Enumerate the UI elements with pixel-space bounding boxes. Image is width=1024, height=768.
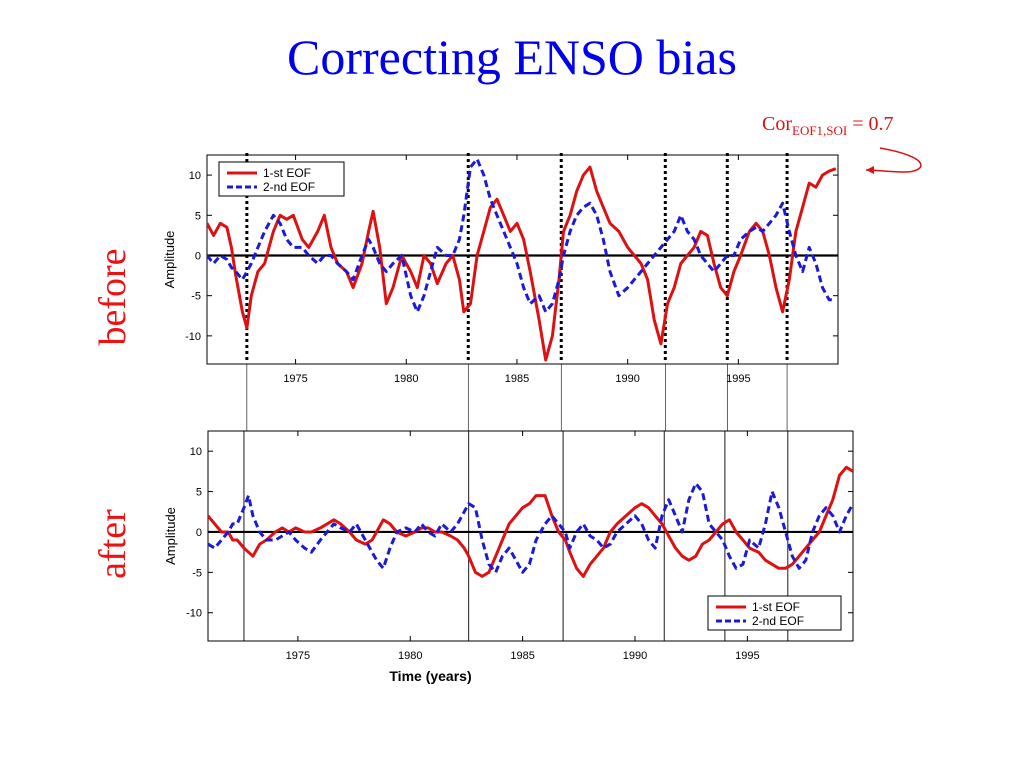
legend-label-1-after: 1-st EOF	[752, 600, 800, 614]
x-tick-label-before: 1980	[394, 373, 418, 385]
y-tick-label-before: 0	[195, 250, 201, 262]
correlation-arrow-head	[866, 166, 874, 174]
y-tick-label-after: -5	[192, 567, 202, 579]
chart-panel-before: 10 5 0 -5 -10 1975 1980 1985 1990 1995 Amplitude 1-…	[162, 153, 839, 640]
cor-main: Cor	[762, 113, 792, 135]
legend-label-2-after: 2-nd EOF	[752, 614, 804, 628]
x-tick-label-before: 1990	[615, 373, 639, 385]
series-line-2-before	[207, 157, 836, 314]
cor-value: = 0.7	[847, 113, 894, 135]
chart-panel-after: 10 5 0 -5 -10 1975 1980 1985 1990 1995 Amplitude Ti…	[163, 430, 854, 684]
y-axis-label-before: Amplitude	[162, 231, 177, 289]
y-tick-label-before: 10	[189, 170, 201, 182]
correlation-arrow	[865, 147, 922, 173]
x-tick-label-after: 1975	[286, 650, 310, 662]
x-tick-label-before: 1975	[283, 373, 307, 385]
x-tick-label-after: 1985	[510, 650, 534, 662]
y-axis-label-after: Amplitude	[163, 507, 178, 565]
y-tick-label-before: -5	[191, 291, 201, 303]
y-tick-label-after: 10	[190, 446, 202, 458]
series-line-1-before	[207, 165, 837, 362]
x-tick-label-after: 1995	[735, 650, 759, 662]
y-tick-label-after: 0	[196, 527, 202, 539]
legend-label-2-before: 2-nd EOF	[263, 180, 315, 194]
x-tick-label-after: 1980	[398, 650, 422, 662]
x-tick-label-before: 1985	[505, 373, 529, 385]
x-tick-label-after: 1990	[623, 650, 647, 662]
y-tick-label-before: -10	[185, 331, 201, 343]
legend-box-after	[707, 595, 842, 631]
slide-title: Correcting ENSO bias	[287, 29, 737, 85]
series-line-1-after	[208, 465, 853, 578]
y-tick-label-after: 5	[196, 487, 202, 499]
x-tick-label-before: 1995	[726, 373, 750, 385]
legend-label-1-before: 1-st EOF	[263, 166, 311, 180]
cor-subscript: EOF1,SOI	[792, 123, 848, 138]
legend-box-before	[218, 161, 345, 197]
x-axis-label-after: Time (years)	[389, 668, 471, 684]
y-tick-label-before: 5	[195, 210, 201, 222]
series-line-2-after	[208, 482, 853, 574]
correlation-annotation: CorEOF1,SOI = 0.7	[762, 113, 894, 139]
y-tick-label-after: -10	[186, 608, 202, 620]
